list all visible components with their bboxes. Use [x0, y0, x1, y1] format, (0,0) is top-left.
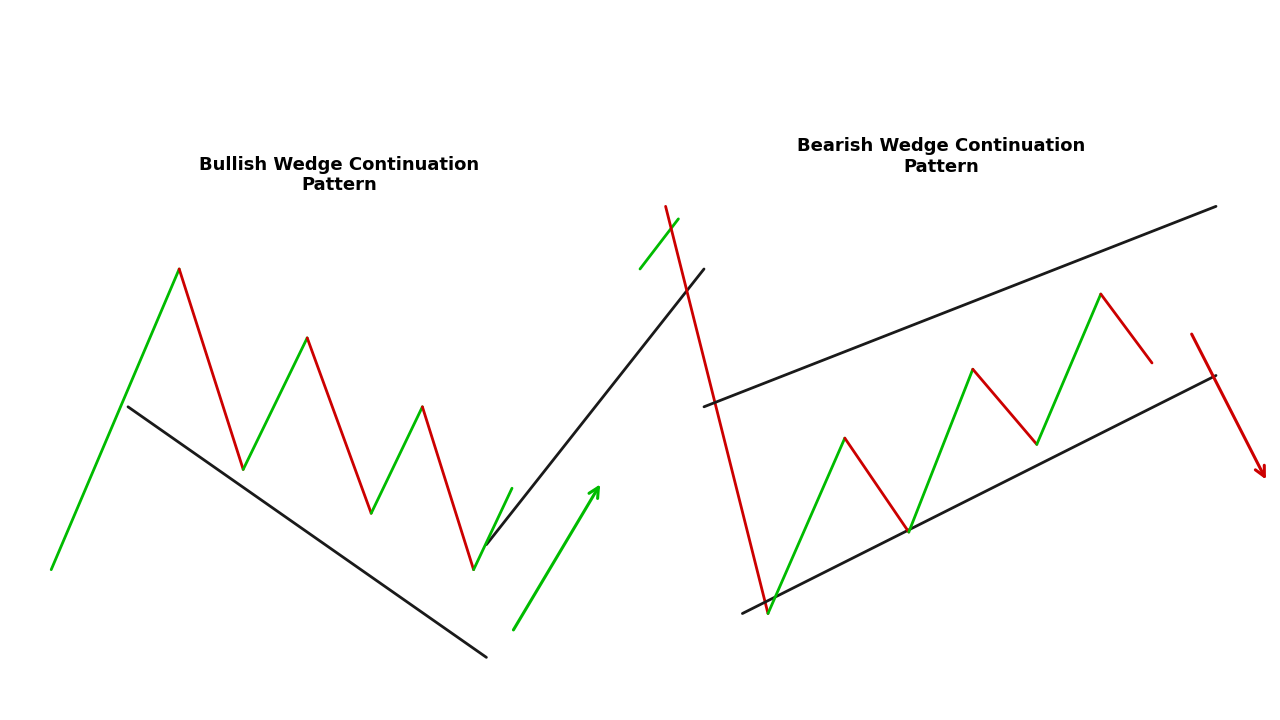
Text: Continuation Chart Patterns: Continuation Chart Patterns — [133, 24, 1147, 87]
Text: Bearish Wedge Continuation
Pattern: Bearish Wedge Continuation Pattern — [796, 137, 1085, 176]
Text: Bullish Wedge Continuation
Pattern: Bullish Wedge Continuation Pattern — [200, 156, 479, 194]
